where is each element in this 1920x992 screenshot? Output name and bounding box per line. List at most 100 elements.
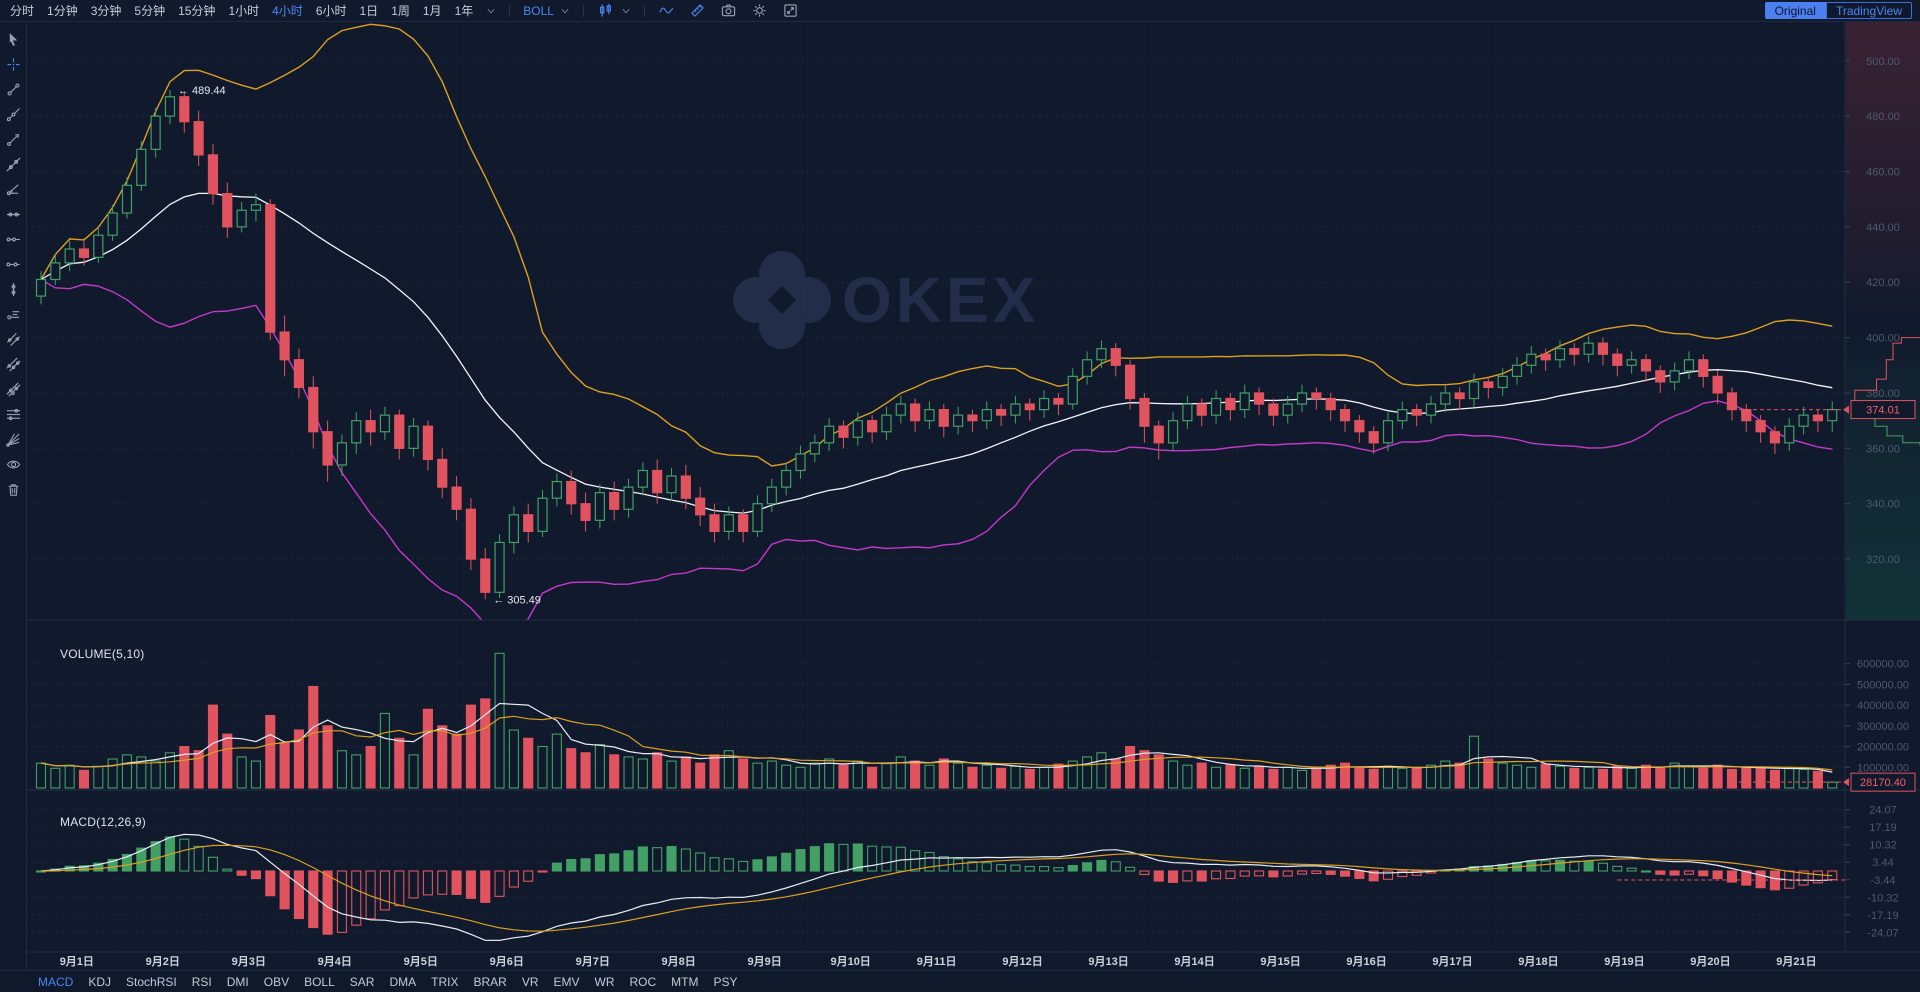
svg-text:440.00: 440.00 [1866,222,1900,234]
fullscreen-icon[interactable] [782,2,800,20]
pitchfork-tool[interactable] [4,355,22,373]
timeframe-4[interactable]: 5分钟 [134,4,166,18]
timeframe-1[interactable]: 分时 [10,4,35,18]
svg-text:400000.00: 400000.00 [1857,700,1909,712]
indicator-tab-brar[interactable]: BRAR [473,974,507,989]
indicator-tab-psy[interactable]: PSY [713,974,738,989]
indicator-tab-dmi[interactable]: DMI [226,974,249,989]
svg-text:600000.00: 600000.00 [1857,659,1909,671]
svg-text:-10.32: -10.32 [1867,892,1898,904]
svg-text:10.32: 10.32 [1869,840,1897,852]
horizontal-line-tool[interactable] [4,205,22,223]
svg-text:← 489.44: ← 489.44 [178,85,226,97]
svg-text:9月2日: 9月2日 [146,955,180,968]
macd-layer [35,836,1838,935]
main-chart-svg[interactable]: OKEX 500.00 480.00 460.00 440.00 420.00 400.00… [27,22,1920,970]
indicator-tab-obv[interactable]: OBV [263,974,290,989]
svg-text:9月10日: 9月10日 [830,955,870,968]
top-toolbar: 分时 1分钟 3分钟 5分钟 15分钟 1小时 4小时 6小时 1日 1周 1月 1年 BOLL Or… [0,0,1920,22]
measure-ruler-icon[interactable] [689,2,707,20]
volume-pane-label: VOLUME(5,10) [60,647,145,661]
indicator-tab-stochrsi[interactable]: StochRSI [126,974,177,989]
svg-text:400.00: 400.00 [1866,333,1900,345]
svg-text:3.44: 3.44 [1872,857,1893,869]
indicator-tab-dma[interactable]: DMA [389,974,417,989]
extended-line-tool[interactable] [4,155,22,173]
macd-pane-label: MACD(12,26,9) [60,815,146,829]
timeframe-5[interactable]: 15分钟 [178,4,216,18]
indicator-tab-roc[interactable]: ROC [629,974,657,989]
timeframe-12[interactable]: 1年 [454,4,474,18]
indicator-tab-boll[interactable]: BOLL [304,974,335,989]
candles-layer [35,89,1838,600]
svg-text:-3.44: -3.44 [1870,875,1895,887]
timeframe-7[interactable]: 4小时 [272,4,303,18]
drawing-tools-sidebar [0,22,27,970]
gann-fan-tool[interactable] [4,430,22,448]
parallel-channel-tool[interactable] [4,330,22,348]
ray-line-tool[interactable] [4,105,22,123]
svg-text:380.00: 380.00 [1866,388,1900,400]
timeframe-6[interactable]: 1小时 [228,4,260,18]
svg-text:9月20日: 9月20日 [1690,955,1730,968]
chart-area[interactable]: OKEX 500.00 480.00 460.00 440.00 420.00 400.00… [27,22,1920,970]
volume-layer [35,652,1838,789]
chart-style-dropdown[interactable] [597,2,631,20]
tradingview-mode-button[interactable]: TradingView [1825,2,1912,19]
vertical-line-tool[interactable] [4,280,22,298]
svg-text:9月15日: 9月15日 [1260,955,1300,968]
svg-text:9月4日: 9月4日 [318,955,352,968]
indicator-tab-emv[interactable]: EMV [553,974,580,989]
indicator-tab-macd[interactable]: MACD [38,974,74,989]
chart-mode-switch: Original TradingView [1764,2,1912,19]
arrow-line-tool[interactable] [4,130,22,148]
cursor-tool[interactable] [4,30,22,48]
svg-text:9月19日: 9月19日 [1604,955,1644,968]
indicator-dropdown[interactable]: BOLL [523,4,570,18]
indicator-tab-rsi[interactable]: RSI [191,974,212,989]
svg-text:374.01: 374.01 [1866,405,1900,417]
indicator-tab-vr[interactable]: VR [521,974,539,989]
svg-text:9月3日: 9月3日 [232,955,266,968]
toolbar-separator [643,4,645,17]
timeframe-8[interactable]: 6小时 [315,4,347,18]
timeframe-3[interactable]: 3分钟 [90,4,122,18]
regression-channel-tool[interactable] [4,380,22,398]
svg-text:340.00: 340.00 [1866,499,1900,511]
timeframe-10[interactable]: 1周 [391,4,410,18]
delete-tool[interactable] [4,480,22,498]
toolbar-separator [509,4,511,17]
svg-text:24.07: 24.07 [1869,805,1897,817]
okex-watermark: OKEX [733,251,1039,349]
indicator-tab-kdj[interactable]: KDJ [88,974,112,989]
svg-text:OKEX: OKEX [842,264,1039,336]
price-label-tool[interactable] [4,305,22,323]
multi-line-tool[interactable] [4,405,22,423]
timeframe-11[interactable]: 1月 [422,4,442,18]
horizontal-segment-tool[interactable] [4,255,22,273]
toolbar-separator [582,4,584,17]
svg-text:100000.00: 100000.00 [1857,762,1909,774]
svg-text:420.00: 420.00 [1866,277,1900,289]
visibility-tool[interactable] [4,455,22,473]
line-chart-icon[interactable] [658,2,676,20]
svg-text:9月13日: 9月13日 [1088,955,1128,968]
svg-text:← 305.49: ← 305.49 [493,594,541,606]
original-mode-button[interactable]: Original [1764,2,1826,19]
svg-text:9月21日: 9月21日 [1776,955,1816,968]
indicator-tab-wr[interactable]: WR [594,974,615,989]
svg-text:300000.00: 300000.00 [1857,721,1909,733]
trend-angle-tool[interactable] [4,180,22,198]
timeframe-2[interactable]: 1分钟 [47,4,78,18]
indicator-tab-trix[interactable]: TRIX [431,974,459,989]
timeframe-more-caret-icon[interactable] [486,6,496,16]
indicator-tab-sar[interactable]: SAR [349,974,375,989]
crosshair-tool[interactable] [4,55,22,73]
svg-text:9月17日: 9月17日 [1432,955,1472,968]
settings-gear-icon[interactable] [751,2,769,20]
camera-snapshot-icon[interactable] [720,2,738,20]
trend-line-tool[interactable] [4,80,22,98]
horizontal-ray-tool[interactable] [4,230,22,248]
indicator-tab-mtm[interactable]: MTM [671,974,699,989]
timeframe-9[interactable]: 1日 [359,4,379,18]
